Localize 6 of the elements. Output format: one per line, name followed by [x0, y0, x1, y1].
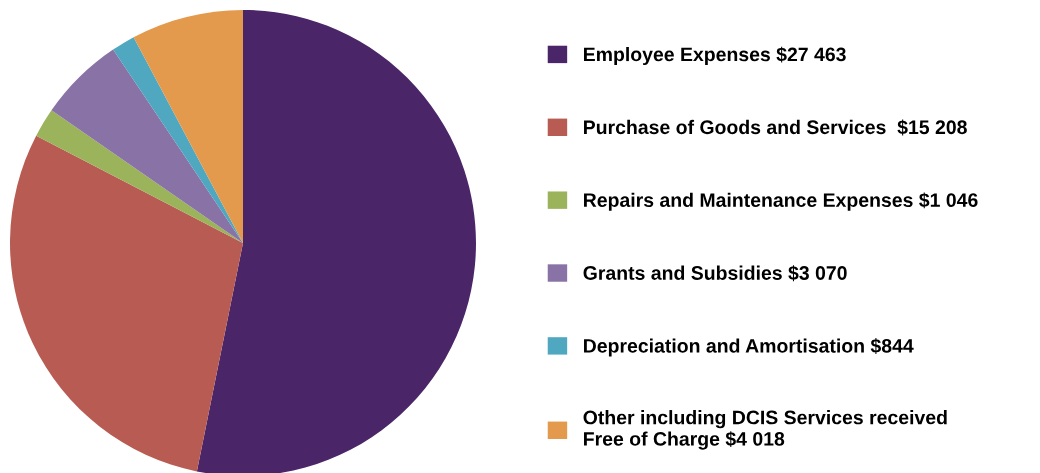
legend-label: Purchase of Goods and Services $15 208: [584, 119, 967, 136]
legend-label: Other including DCIS Services received Free of Charge $4 018: [583, 410, 947, 450]
legend-label: Employee Expenses $27 463: [584, 46, 846, 66]
legend-label: Depreciation and Amortisation $844: [584, 338, 914, 357]
legend-label: Grants and Subsidies $3 070: [583, 265, 847, 282]
legend-label: Repairs and Maintenance Expenses $1 046: [584, 192, 978, 211]
